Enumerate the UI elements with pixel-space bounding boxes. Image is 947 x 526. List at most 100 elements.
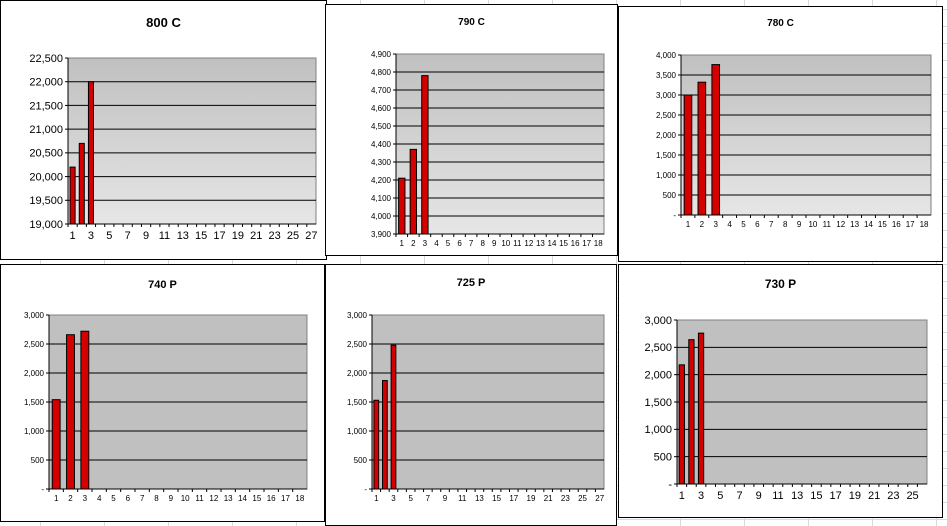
sheet-col-line xyxy=(808,0,809,526)
bar xyxy=(683,94,693,216)
x-tick-label: 18 xyxy=(920,220,929,229)
bar xyxy=(66,334,75,490)
x-tick-label: 9 xyxy=(756,490,762,502)
y-tick-label: 4,600 xyxy=(371,104,392,113)
bar xyxy=(678,364,685,485)
y-tick-label: 500 xyxy=(663,191,677,200)
bar xyxy=(78,142,85,225)
y-tick-label: 20,000 xyxy=(29,171,63,183)
y-tick-label: 4,900 xyxy=(371,50,392,59)
x-tick-label: 21 xyxy=(250,230,262,242)
y-tick-label: 1,000 xyxy=(656,171,677,180)
x-tick-label: 17 xyxy=(213,230,225,242)
bar xyxy=(711,64,721,216)
sheet-col-line xyxy=(552,0,553,526)
x-tick-label: 13 xyxy=(850,220,859,229)
chart-725p[interactable]: 725 P -500 1,000 1,500 2,000 2,500 3,000 1 3 5 7 9 1… xyxy=(325,264,617,526)
x-tick-label: 6 xyxy=(457,239,462,248)
chart-730p[interactable]: 730 P -500 1,000 1,500 2,000 2,500 3,000 1 3 5 7 9 1… xyxy=(618,264,943,518)
x-tick-label: 23 xyxy=(887,490,899,502)
y-tick-label: - xyxy=(364,485,367,494)
chart-780c[interactable]: 780 C - 500 1,000 1,500 2,000 2,500 3,000 3,500 4… xyxy=(618,6,943,262)
y-tick-label: 1,000 xyxy=(24,427,45,436)
x-tick-label: 14 xyxy=(548,239,557,248)
y-tick-label: 1,500 xyxy=(644,397,672,409)
x-tick-label: 5 xyxy=(446,239,451,248)
x-tick-label: 27 xyxy=(595,494,604,503)
x-tick-label: 4 xyxy=(97,494,102,503)
bar xyxy=(409,148,418,235)
chart-800c[interactable]: 800 C 19,000 19,500 20,000 20,500 21,000 21,50… xyxy=(0,0,327,260)
sheet-col-line xyxy=(168,0,169,526)
y-tick-label: - xyxy=(668,479,672,491)
x-tick-label: 9 xyxy=(443,494,448,503)
x-tick-label: 2 xyxy=(700,220,705,229)
y-tick-label: 19,500 xyxy=(29,195,63,207)
x-tick-label: 17 xyxy=(582,239,591,248)
x-tick-label: 19 xyxy=(527,494,536,503)
chart-title: 800 C xyxy=(146,15,181,30)
x-tick-label: 12 xyxy=(524,239,533,248)
y-tick-label: 4,000 xyxy=(656,51,677,60)
x-tick-label: 1 xyxy=(54,494,59,503)
y-tick-label: - xyxy=(673,211,676,220)
sheet-col-line xyxy=(744,0,745,526)
x-tick-label: 7 xyxy=(736,490,742,502)
x-tick-label: 11 xyxy=(159,230,170,242)
y-tick-label: 2,500 xyxy=(347,340,368,349)
sheet-col-line xyxy=(680,0,681,526)
x-tick-label: 5 xyxy=(111,494,116,503)
sheet-col-line xyxy=(488,0,489,526)
x-tick-label: 1 xyxy=(70,230,76,242)
x-tick-label: 9 xyxy=(797,220,802,229)
y-tick-label: 4,500 xyxy=(371,122,392,131)
x-tick-label: 10 xyxy=(181,494,190,503)
x-tick-label: 6 xyxy=(755,220,760,229)
y-tick-label: 1,000 xyxy=(347,427,368,436)
x-tick-label: 9 xyxy=(143,230,149,242)
x-tick-label: 13 xyxy=(475,494,484,503)
bar xyxy=(398,177,406,235)
bar xyxy=(69,166,76,225)
chart-790c[interactable]: 790 C 3,900 4,000 4,100 4,200 4,300 4,400 4,500… xyxy=(325,4,618,256)
x-tick-label: 14 xyxy=(864,220,873,229)
x-tick-label: 15 xyxy=(559,239,568,248)
x-tick-label: 27 xyxy=(305,230,317,242)
x-tick-label: 17 xyxy=(509,494,518,503)
x-tick-label: 19 xyxy=(232,230,244,242)
y-tick-label: 4,400 xyxy=(371,140,392,149)
sheet-col-line xyxy=(40,0,41,526)
x-tick-label: 3 xyxy=(698,490,704,502)
x-tick-label: 9 xyxy=(492,239,497,248)
x-tick-label: 25 xyxy=(578,494,587,503)
bar xyxy=(373,399,380,490)
sheet-col-line xyxy=(104,0,105,526)
x-tick-label: 5 xyxy=(717,490,723,502)
x-tick-label: 21 xyxy=(868,490,880,502)
x-tick-label: 10 xyxy=(501,239,510,248)
y-tick-label: 1,000 xyxy=(644,424,672,436)
x-tick-label: 1 xyxy=(400,239,405,248)
y-tick-label: 1,500 xyxy=(656,151,677,160)
y-tick-label: 1,500 xyxy=(347,398,368,407)
chart-800c-svg: 800 C 19,000 19,500 20,000 20,500 21,000 21,50… xyxy=(29,15,317,242)
x-tick-label: 16 xyxy=(267,494,276,503)
x-tick-label: 15 xyxy=(878,220,887,229)
x-tick-label: 25 xyxy=(287,230,299,242)
x-tick-label: 3 xyxy=(83,494,88,503)
chart-740p[interactable]: 740 P - 500 1,000 1,500 2,000 2,500 3,000 1 2 3 4 5 6… xyxy=(0,264,325,522)
x-tick-label: 23 xyxy=(561,494,570,503)
y-tick-label: 4,300 xyxy=(371,158,392,167)
y-tick-label: 2,000 xyxy=(347,369,368,378)
bar xyxy=(51,399,61,490)
y-tick-label: 3,000 xyxy=(644,315,672,327)
x-tick-label: 23 xyxy=(269,230,281,242)
y-tick-label: 4,100 xyxy=(371,194,392,203)
x-tick-label: 13 xyxy=(536,239,545,248)
bar xyxy=(697,81,707,216)
y-tick-label: 3,000 xyxy=(656,91,677,100)
x-tick-label: 13 xyxy=(791,490,803,502)
bar xyxy=(80,330,90,490)
